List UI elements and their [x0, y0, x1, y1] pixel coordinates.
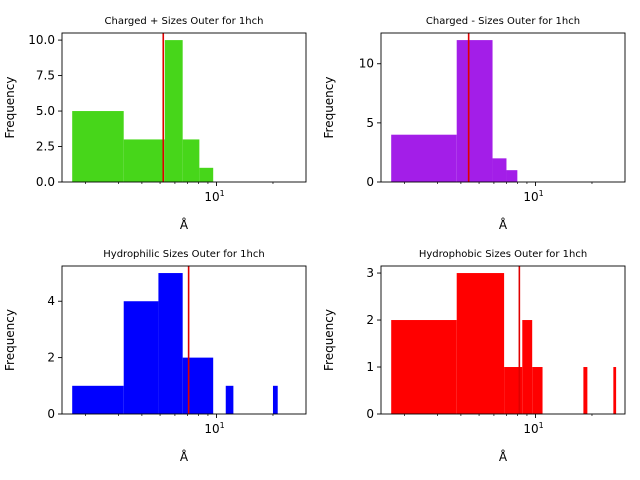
axes-frame	[380, 32, 626, 183]
x-tick-label: 101	[204, 189, 224, 204]
y-tick-label: 2	[47, 351, 55, 365]
histogram-bar	[391, 134, 457, 182]
histogram-bar	[532, 367, 543, 414]
y-axis-label: Frequency	[322, 77, 336, 139]
histogram-bar	[123, 139, 165, 182]
x-tick-exponent: 1	[539, 189, 544, 198]
x-axis-label: Å	[180, 217, 189, 232]
x-axis-label: Å	[499, 217, 508, 232]
y-axis-label: Frequency	[322, 309, 336, 371]
y-tick-label: 4	[47, 294, 55, 308]
axes-frame	[380, 265, 626, 415]
y-tick-label: 1	[366, 360, 374, 374]
histogram-bar	[158, 273, 183, 414]
histogram-bar	[225, 385, 234, 414]
histogram-bar	[182, 357, 214, 414]
y-axis-label: Frequency	[3, 77, 17, 139]
x-axis-label: Å	[180, 449, 189, 464]
histogram-bar	[391, 320, 457, 414]
x-axis-label: Å	[499, 449, 508, 464]
y-tick-label: 0.0	[36, 175, 55, 189]
x-tick-base: 10	[523, 190, 538, 204]
y-tick-label: 5.0	[36, 104, 55, 118]
x-tick-base: 10	[523, 422, 538, 436]
y-tick-label: 2.5	[36, 140, 55, 154]
x-tick-label: 101	[523, 189, 543, 204]
y-tick-label: 2	[366, 313, 374, 327]
x-tick-exponent: 1	[220, 421, 225, 430]
y-axis-label: Frequency	[3, 309, 17, 371]
x-tick-exponent: 1	[220, 189, 225, 198]
histogram-bar	[456, 273, 505, 414]
chart-panel-1: 0.0 2.5 5.0 7.5 10.0 101 Charged + Sizes Outer…	[3, 16, 307, 232]
y-tick-label: 10.0	[28, 33, 55, 47]
histogram-bar	[522, 320, 533, 414]
y-tick-label: 0	[47, 407, 55, 421]
chart-title: Hydrophilic Sizes Outer for 1hch	[103, 249, 264, 260]
histogram-bar	[72, 385, 124, 414]
x-tick-base: 10	[204, 190, 219, 204]
x-tick-label: 101	[204, 421, 224, 436]
histogram-bar	[613, 367, 617, 414]
histogram-bar	[504, 367, 523, 414]
chart-title: Charged - Sizes Outer for 1hch	[426, 16, 580, 27]
chart-title: Charged + Sizes Outer for 1hch	[105, 16, 264, 27]
histogram-bar	[164, 40, 183, 182]
axes-frame	[61, 32, 307, 183]
x-tick-base: 10	[204, 422, 219, 436]
chart-title: Hydrophobic Sizes Outer for 1hch	[419, 249, 587, 260]
y-tick-label: 5	[366, 116, 374, 130]
x-tick-label: 101	[523, 421, 543, 436]
chart-panel-3: 0 2 4 101 Hydrophilic Sizes Outer for 1hch Å F…	[3, 249, 307, 464]
y-tick-label: 0	[366, 407, 374, 421]
histogram-bar	[199, 167, 214, 182]
y-tick-label: 3	[366, 266, 374, 280]
histogram-bar	[506, 170, 518, 182]
histogram-bar	[456, 40, 493, 182]
y-tick-label: 0	[366, 175, 374, 189]
histogram-bar	[72, 111, 124, 182]
y-tick-label: 10	[359, 57, 374, 71]
x-tick-exponent: 1	[539, 421, 544, 430]
histogram-bar	[272, 385, 278, 414]
histogram-bar	[182, 139, 200, 182]
histogram-bar	[492, 158, 507, 182]
histogram-bar	[123, 301, 159, 414]
y-tick-label: 7.5	[36, 69, 55, 83]
histogram-bar	[583, 367, 588, 414]
axes-frame	[61, 265, 307, 415]
